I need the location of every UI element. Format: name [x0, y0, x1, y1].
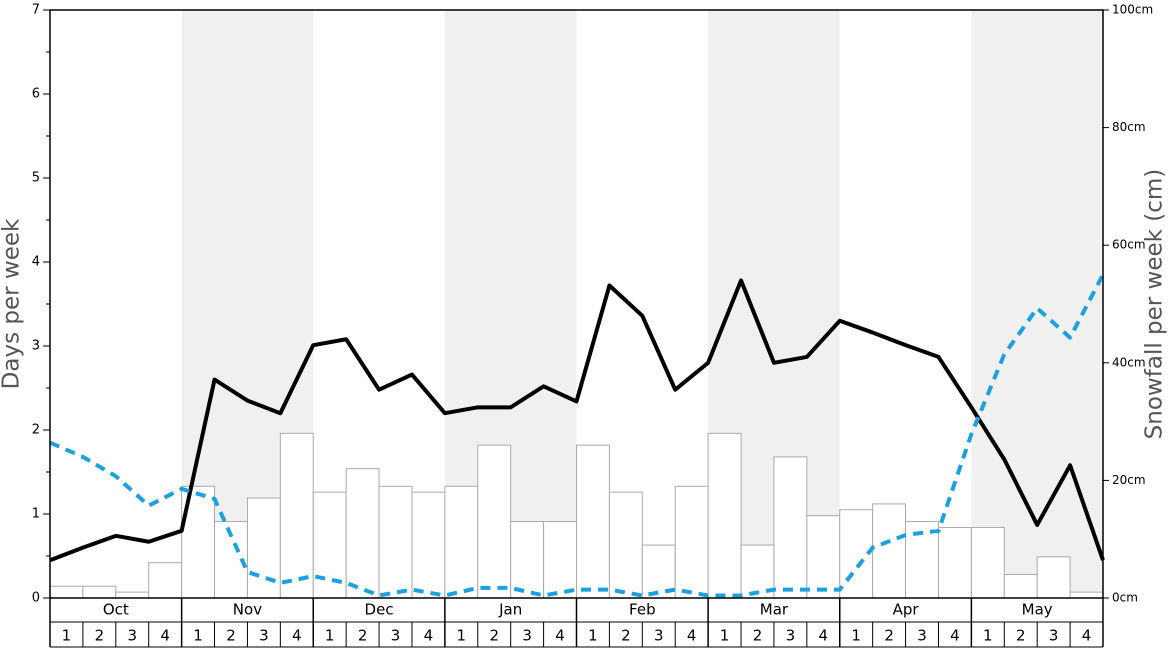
y-tick-label: 0: [32, 591, 40, 606]
bar: [345, 468, 380, 599]
bar: [543, 521, 577, 599]
y2-tick-label: 40cm: [1112, 355, 1146, 369]
bar: [707, 432, 742, 599]
week-label: 3: [127, 627, 137, 645]
week-label: 1: [457, 627, 467, 645]
bar: [246, 497, 281, 599]
week-label: 2: [621, 627, 631, 645]
bar: [1069, 591, 1104, 599]
month-label: Apr: [893, 601, 920, 619]
month-label: Dec: [365, 601, 394, 619]
week-label: 1: [720, 627, 730, 645]
week-label: 1: [983, 627, 993, 645]
week-label: 1: [62, 627, 72, 645]
bar: [148, 562, 183, 599]
week-label: 3: [917, 627, 927, 645]
week-label: 1: [325, 627, 335, 645]
week-label: 4: [160, 627, 170, 645]
week-label: 2: [95, 627, 105, 645]
bar: [444, 485, 479, 599]
bar: [773, 456, 808, 599]
week-label: 3: [522, 627, 532, 645]
bar: [411, 491, 446, 599]
week-label: 4: [292, 627, 302, 645]
month-label: Nov: [233, 601, 262, 619]
y2-axis-label: Snowfall per week (cm): [1142, 169, 1168, 440]
bar: [937, 526, 972, 599]
bar: [279, 432, 314, 599]
y-tick-label: 1: [32, 507, 40, 522]
bar: [970, 526, 1005, 599]
y-tick-label: 3: [32, 339, 40, 354]
y2-tick-label: 100cm: [1112, 3, 1153, 17]
week-label: 1: [193, 627, 203, 645]
y2-tick-label: 0cm: [1112, 591, 1138, 605]
bar: [378, 485, 413, 599]
month-label: Jan: [498, 601, 522, 619]
week-label: 3: [654, 627, 664, 645]
bar: [1003, 573, 1038, 599]
bar: [1036, 556, 1071, 599]
bar: [82, 585, 117, 599]
bar: [674, 485, 709, 599]
month-label: May: [1022, 601, 1053, 619]
bar: [839, 509, 874, 599]
y-tick-label: 7: [32, 3, 40, 18]
week-label: 2: [884, 627, 894, 645]
week-label: 2: [358, 627, 368, 645]
week-label: 4: [950, 627, 960, 645]
y2-tick-label: 20cm: [1112, 473, 1146, 487]
bar: [806, 515, 841, 599]
week-label: 3: [391, 627, 401, 645]
y-tick-label: 2: [32, 423, 40, 438]
week-label: 1: [851, 627, 861, 645]
week-label: 2: [226, 627, 236, 645]
week-label: 3: [1049, 627, 1059, 645]
y-tick-label: 6: [32, 87, 40, 102]
y2-tick-label: 80cm: [1112, 120, 1146, 134]
bar: [49, 585, 84, 599]
month-label: Mar: [760, 601, 789, 619]
bar: [115, 591, 150, 599]
week-label: 4: [1082, 627, 1092, 645]
month-label: Oct: [103, 601, 129, 619]
week-label: 2: [753, 627, 763, 645]
month-band: [971, 10, 1103, 598]
week-label: 2: [1016, 627, 1026, 645]
bar: [872, 503, 907, 599]
bar: [608, 491, 643, 599]
week-label: 4: [819, 627, 829, 645]
week-label: 2: [489, 627, 499, 645]
bar: [510, 521, 545, 599]
line: [49, 278, 1105, 563]
y2-tick-label: 60cm: [1112, 238, 1146, 252]
week-label: 4: [687, 627, 697, 645]
week-label: 1: [588, 627, 598, 645]
y-tick-label: 4: [32, 255, 40, 270]
bar: [576, 444, 610, 599]
month-label: Feb: [629, 601, 656, 619]
week-label: 4: [555, 627, 565, 645]
week-label: 3: [786, 627, 796, 645]
y-axis-label: Days per week: [0, 218, 25, 389]
y-tick-label: 5: [32, 171, 40, 186]
bar: [477, 444, 512, 599]
week-label: 3: [259, 627, 269, 645]
week-label: 4: [424, 627, 434, 645]
